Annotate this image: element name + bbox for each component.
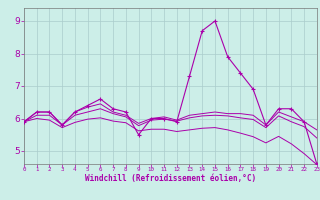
X-axis label: Windchill (Refroidissement éolien,°C): Windchill (Refroidissement éolien,°C) bbox=[85, 174, 256, 183]
